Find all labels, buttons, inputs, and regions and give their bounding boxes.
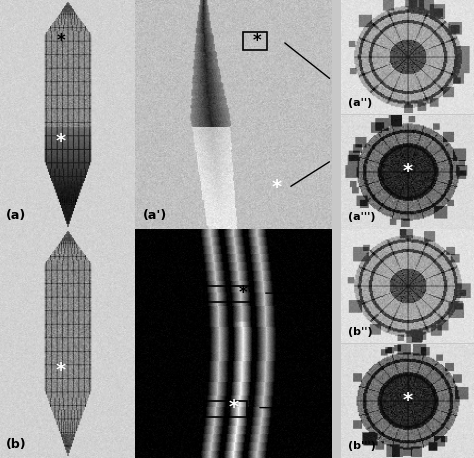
Text: *: * [402,391,413,410]
Text: (a'): (a') [143,209,167,222]
Text: *: * [228,398,238,417]
Text: (a'''): (a''') [348,212,375,222]
Text: (a''): (a'') [348,98,372,108]
Text: *: * [56,132,66,152]
Text: *: * [272,178,282,197]
Text: *: * [253,32,261,50]
Text: (b): (b) [5,438,26,451]
Text: *: * [56,32,65,50]
Text: *: * [402,162,413,181]
Text: (b''): (b'') [348,327,373,337]
Text: (a): (a) [5,209,26,222]
Text: (b'''): (b''') [348,441,376,451]
Text: *: * [239,284,247,302]
Text: (b'): (b') [143,438,168,451]
Text: *: * [56,361,66,381]
